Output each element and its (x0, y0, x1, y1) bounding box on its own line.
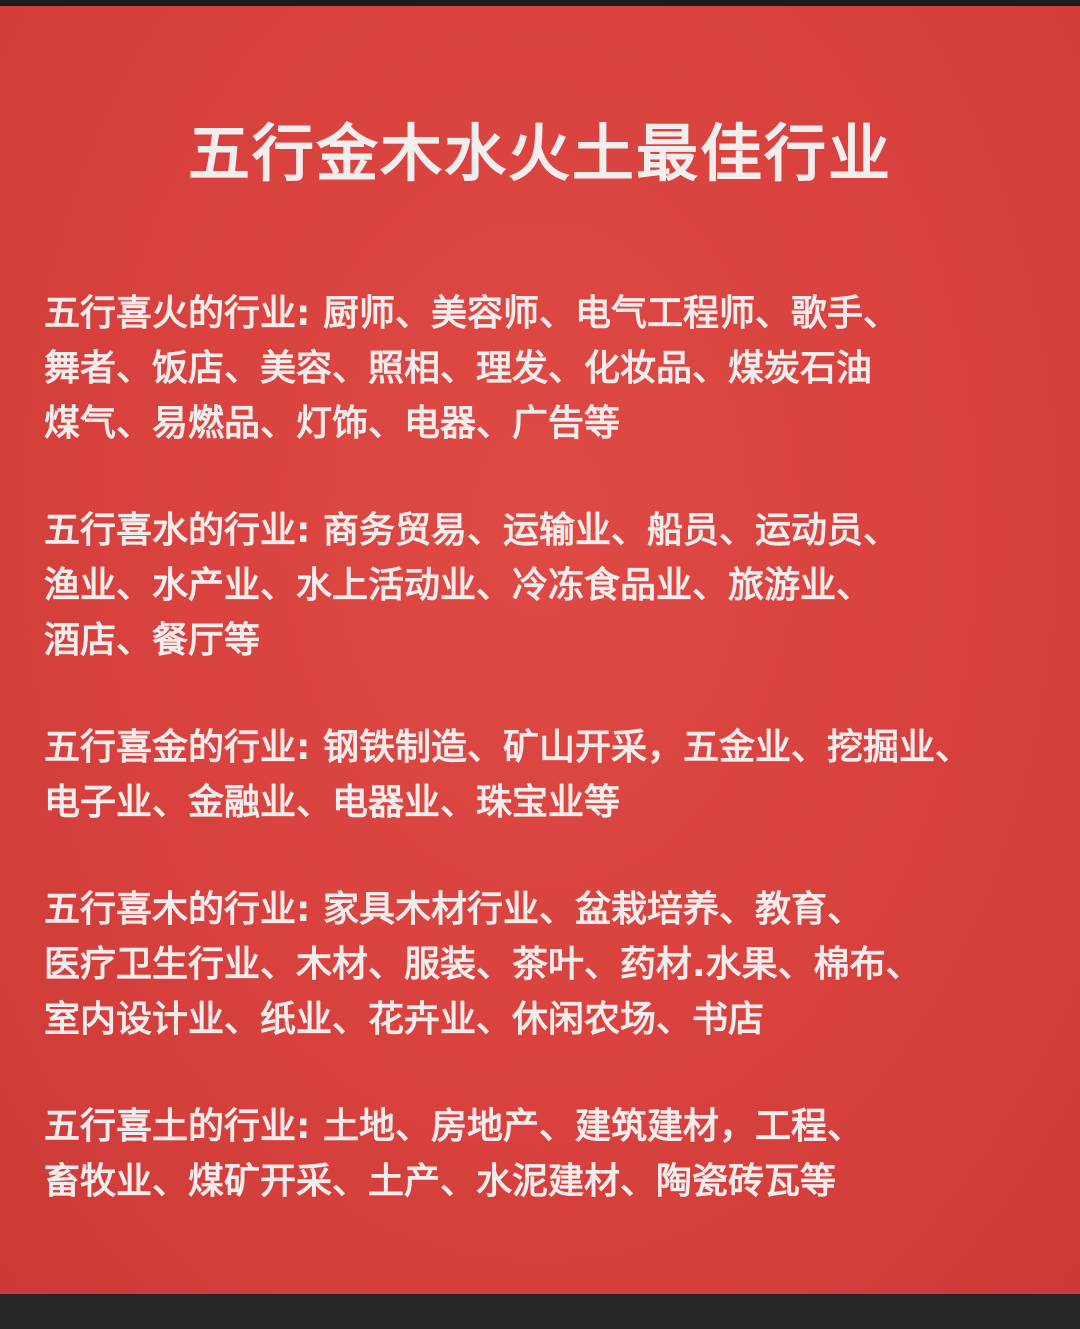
section-metal: 五行喜金的行业: 钢铁制造、矿山开采，五金业、挖掘业、 电子业、金融业、电器业、… (44, 720, 1074, 830)
section-water-line-3: 酒店、餐厅等 (44, 620, 261, 661)
section-metal-line-1: 钢铁制造、矿山开采，五金业、挖掘业、 (310, 727, 971, 768)
top-edge (0, 0, 1080, 8)
section-fire-line-2: 舞者、饭店、美容、照相、理发、化妆品、煤炭石油 (44, 348, 873, 389)
industry-sections: 五行喜火的行业: 厨师、美容师、电气工程师、歌手、 舞者、饭店、美容、照相、理发… (44, 286, 1074, 1261)
section-water-line-1: 商务贸易、运输业、船员、运动员、 (310, 510, 899, 551)
section-fire: 五行喜火的行业: 厨师、美容师、电气工程师、歌手、 舞者、饭店、美容、照相、理发… (44, 286, 1074, 451)
section-wood-line-3: 室内设计业、纸业、花卉业、休闲农场、书店 (44, 999, 765, 1040)
section-fire-line-1: 厨师、美容师、电气工程师、歌手、 (310, 293, 899, 334)
red-paper-sheet: 五行金木水火土最佳行业 五行喜火的行业: 厨师、美容师、电气工程师、歌手、 舞者… (0, 6, 1080, 1294)
section-earth-label: 五行喜土的行业: (44, 1106, 311, 1147)
section-wood-label: 五行喜木的行业: (44, 889, 311, 930)
section-fire-label: 五行喜火的行业: (44, 293, 311, 334)
bottom-edge (0, 1294, 1080, 1329)
section-metal-label: 五行喜金的行业: (44, 727, 311, 768)
section-earth-line-2: 畜牧业、煤矿开采、土产、水泥建材、陶瓷砖瓦等 (44, 1161, 837, 1202)
section-earth: 五行喜土的行业: 土地、房地产、建筑建材，工程、 畜牧业、煤矿开采、土产、水泥建… (44, 1099, 1074, 1209)
section-earth-line-1: 土地、房地产、建筑建材，工程、 (310, 1106, 863, 1147)
section-water: 五行喜水的行业: 商务贸易、运输业、船员、运动员、 渔业、水产业、水上活动业、冷… (44, 503, 1074, 668)
section-fire-line-3: 煤气、易燃品、灯饰、电器、广告等 (44, 403, 621, 444)
page-title: 五行金木水火土最佳行业 (187, 117, 892, 190)
section-wood-line-1: 家具木材行业、盆栽培养、教育、 (310, 889, 863, 930)
section-metal-line-2: 电子业、金融业、电器业、珠宝业等 (44, 782, 621, 823)
section-water-line-2: 渔业、水产业、水上活动业、冷冻食品业、旅游业、 (44, 565, 873, 606)
section-wood-line-2: 医疗卫生行业、木材、服装、茶叶、药材.水果、棉布、 (44, 944, 922, 985)
section-water-label: 五行喜水的行业: (44, 510, 311, 551)
section-wood: 五行喜木的行业: 家具木材行业、盆栽培养、教育、 医疗卫生行业、木材、服装、茶叶… (44, 882, 1074, 1047)
